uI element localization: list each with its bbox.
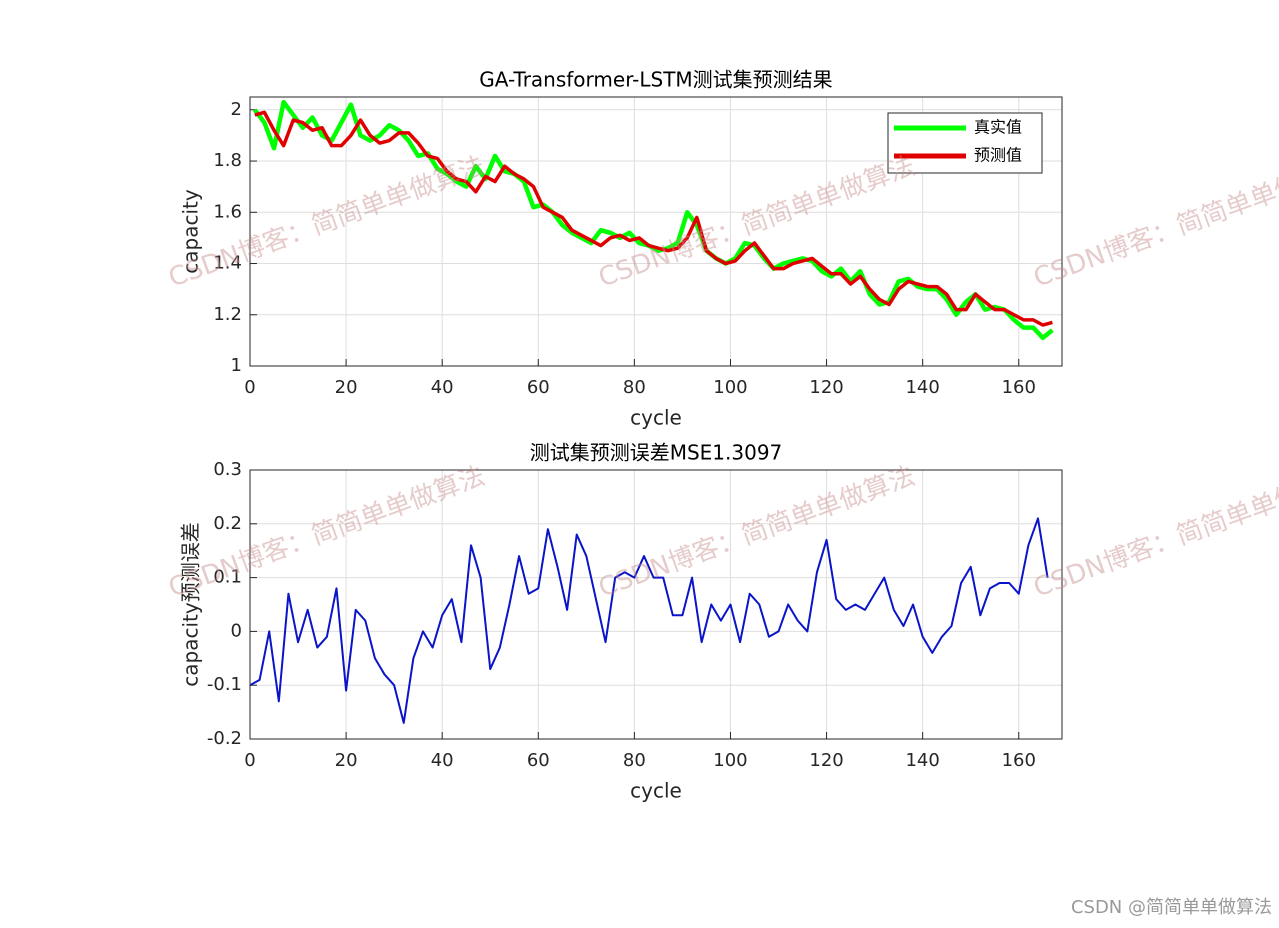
x-tick-label: 100 (713, 750, 747, 771)
y-tick-label: 0.2 (213, 513, 242, 534)
chart-title: GA-Transformer-LSTM测试集预测结果 (479, 68, 832, 92)
y-tick-label: 1.2 (213, 304, 242, 325)
chart-title: 测试集预测误差MSE1.3097 (530, 441, 783, 465)
series-line (254, 110, 1053, 327)
x-tick-label: 80 (623, 377, 646, 398)
y-tick-label: 1.8 (213, 150, 242, 171)
legend-box (887, 112, 1043, 174)
x-tick-label: 20 (335, 750, 358, 771)
y-tick-label: -0.2 (207, 728, 242, 749)
y-axis-label: capacity (179, 189, 203, 274)
plot-area (250, 470, 1062, 739)
watermark: CSDN博客：简简单单做算法 (1030, 151, 1279, 293)
x-tick-label: 160 (1002, 377, 1036, 398)
y-tick-label: 0.1 (213, 567, 242, 588)
x-tick-label: 20 (335, 377, 358, 398)
y-axis-label: capacity预测误差 (179, 522, 203, 686)
x-tick-label: 120 (809, 377, 843, 398)
y-tick-label: -0.1 (207, 674, 242, 695)
x-axis-label: cycle (630, 779, 682, 803)
y-tick-label: 0 (231, 620, 242, 641)
y-tick-label: 0.3 (213, 459, 242, 480)
x-tick-label: 0 (244, 750, 255, 771)
series-line (249, 517, 1049, 724)
y-tick-label: 2 (231, 99, 242, 120)
x-tick-label: 100 (713, 377, 747, 398)
x-tick-label: 40 (431, 750, 454, 771)
x-tick-label: 0 (244, 377, 255, 398)
legend-label: 真实值 (974, 118, 1022, 137)
footer: CSDN @简简单单做算法 (1071, 897, 1272, 918)
y-tick-label: 1.4 (213, 253, 242, 274)
x-tick-label: 80 (623, 750, 646, 771)
x-tick-label: 60 (527, 377, 550, 398)
axes-box (249, 96, 1063, 367)
x-tick-label: 40 (431, 377, 454, 398)
x-axis-label: cycle (630, 406, 682, 430)
legend-label: 预测值 (974, 146, 1022, 165)
y-tick-label: 1 (231, 355, 242, 376)
watermark: CSDN博客：简简单单做算法 (1030, 461, 1279, 603)
axes-box (249, 469, 1063, 740)
y-tick-label: 1.6 (213, 201, 242, 222)
x-tick-label: 120 (809, 750, 843, 771)
x-tick-label: 160 (1002, 750, 1036, 771)
x-tick-label: 140 (905, 750, 939, 771)
x-tick-label: 140 (905, 377, 939, 398)
x-tick-label: 60 (527, 750, 550, 771)
